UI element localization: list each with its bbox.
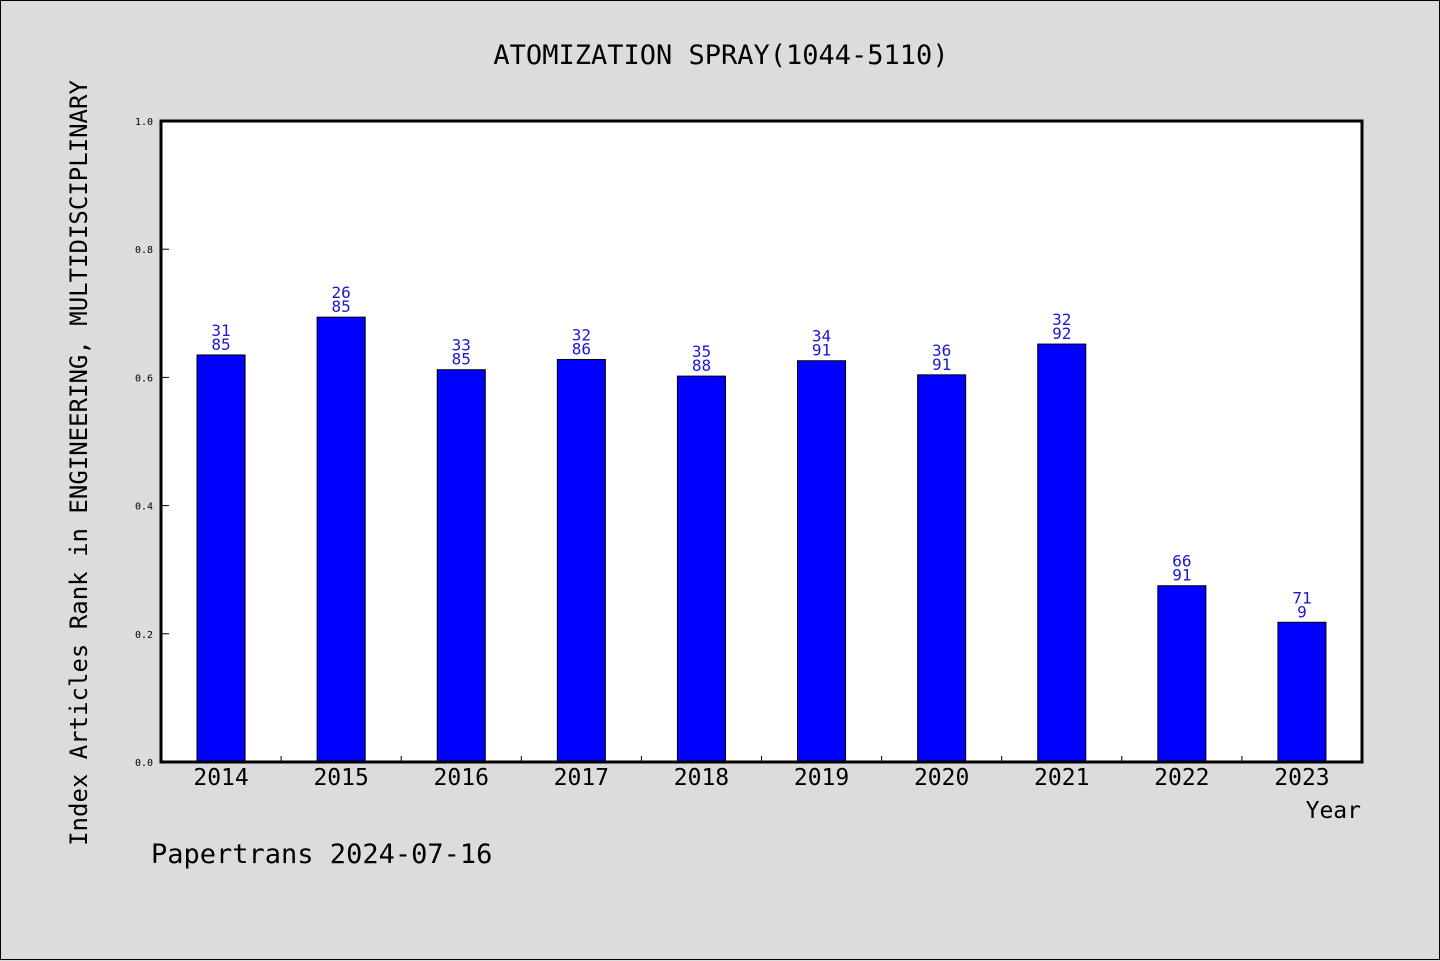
x-tick-label: 2018 — [674, 765, 729, 791]
x-tick-label: 2021 — [1034, 765, 1089, 791]
bar-2021 — [1037, 343, 1087, 763]
bar-label-total: 85 — [211, 335, 230, 354]
bar-label-total: 85 — [332, 297, 351, 316]
bar-label-rank: 32 — [1052, 310, 1071, 329]
y-tick-label: 1.0 — [135, 117, 153, 128]
bar-label-total: 88 — [692, 356, 711, 375]
x-tick-label: 2023 — [1274, 765, 1329, 791]
bar-label-rank: 33 — [452, 336, 471, 355]
bar-label-rank: 66 — [1172, 552, 1191, 571]
bar-label-rank: 26 — [332, 283, 351, 302]
y-tick-label: 0.8 — [135, 245, 153, 256]
bar-label-rank: 34 — [812, 327, 831, 346]
y-tick-label: 0.4 — [135, 502, 153, 513]
x-axis-label: Year — [1306, 798, 1361, 824]
bar-label-rank: 36 — [932, 341, 951, 360]
x-tick-label: 2019 — [794, 765, 849, 791]
bar-2019 — [797, 360, 847, 763]
x-tick-label: 2016 — [434, 765, 489, 791]
x-tick-label: 2020 — [914, 765, 969, 791]
bar-2015 — [316, 316, 366, 763]
bar-2023 — [1277, 621, 1327, 763]
bar-label-rank: 71 — [1292, 588, 1311, 607]
bar-2014 — [196, 354, 246, 763]
x-tick-label: 2022 — [1154, 765, 1209, 791]
y-tick-label: 0.2 — [135, 630, 153, 641]
bar-series — [196, 316, 1327, 763]
y-tick-label: 0.6 — [135, 373, 153, 384]
bar-label-total: 85 — [452, 350, 471, 369]
y-axis-label: Index Articles Rank in ENGINEERING, MULT… — [65, 80, 93, 846]
x-tick-label: 2015 — [313, 765, 368, 791]
x-tick-label: 2014 — [193, 765, 248, 791]
bar-2020 — [917, 374, 967, 763]
bar-label-rank: 32 — [572, 325, 591, 344]
bar-label-rank: 35 — [692, 342, 711, 361]
x-tick-label: 2017 — [554, 765, 609, 791]
bar-2022 — [1157, 585, 1207, 763]
bar-2018 — [676, 375, 726, 763]
bar-label-total: 9 — [1297, 602, 1307, 621]
plot-border — [159, 119, 1364, 764]
bar-label-total: 91 — [1172, 566, 1191, 585]
y-tick-label: 0.0 — [135, 758, 153, 769]
bar-label-total: 86 — [572, 339, 591, 358]
bar-2016 — [436, 369, 486, 763]
bar-2017 — [556, 358, 606, 763]
bar-label-rank: 31 — [211, 321, 230, 340]
chart-title: ATOMIZATION SPRAY(1044-5110) — [493, 40, 948, 71]
footer-text: Papertrans 2024-07-16 — [151, 839, 492, 870]
bar-label-total: 91 — [932, 355, 951, 374]
x-axis: 2014 2015 2016 2017 2018 2019 2020 2021 2022 2023 — [193, 756, 1330, 791]
bar-label-total: 92 — [1052, 324, 1071, 343]
bar-label-total: 91 — [812, 341, 831, 360]
